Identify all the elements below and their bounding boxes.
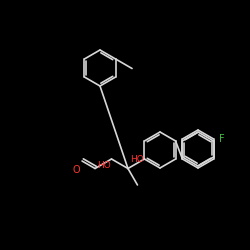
- Text: O: O: [72, 165, 80, 175]
- Text: HO: HO: [130, 156, 144, 164]
- Text: HO: HO: [97, 161, 110, 170]
- Text: F: F: [218, 134, 224, 144]
